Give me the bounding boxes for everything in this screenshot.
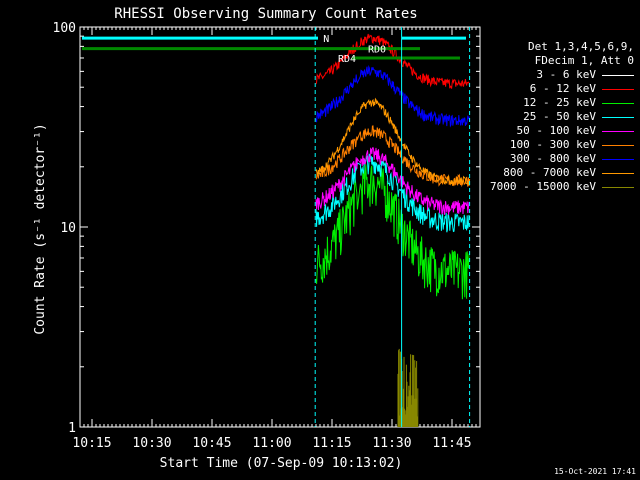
series-line: [315, 125, 471, 188]
legend-entry-label: 50 - 100 keV: [516, 124, 596, 137]
x-axis-label: Start Time (07-Sep-09 10:13:02): [160, 456, 403, 471]
annotation-layer: N RD0 RD4: [82, 27, 471, 427]
legend-entry: 50 - 100 keV: [517, 124, 634, 138]
legend-entry: 300 - 800 keV: [510, 152, 634, 166]
legend-entry-swatch: [602, 186, 634, 188]
legend-header: Det 1,3,4,5,6,9,: [528, 40, 634, 53]
legend-entry: 800 - 7000 keV: [503, 166, 634, 180]
rd4-label: RD4: [338, 54, 356, 65]
saa-label: N: [323, 34, 329, 45]
x-tick-label: 10:15: [72, 436, 111, 451]
legend-entry: 12 - 25 keV: [523, 96, 634, 110]
legend-entry-swatch: [602, 172, 634, 174]
x-tick-label: 11:45: [432, 436, 471, 451]
series-line: [315, 64, 471, 128]
y-tick-label: 100: [53, 21, 76, 36]
legend-header: FDecim 1, Att 0: [534, 54, 634, 67]
series-line: [315, 144, 471, 254]
rd0-label: RD0: [368, 45, 386, 56]
series-layer: [315, 33, 471, 427]
legend-entry-label: 800 - 7000 keV: [503, 166, 596, 179]
legend-entry-swatch: [602, 88, 634, 90]
legend-entry-label: 12 - 25 keV: [523, 96, 596, 109]
y-tick-label: 1: [68, 421, 76, 436]
series-line: [315, 33, 471, 89]
series-line: [315, 146, 471, 216]
legend-entry-label: 3 - 6 keV: [536, 68, 596, 81]
legend-entry-swatch: [602, 102, 634, 104]
legend-entry-swatch: [602, 158, 634, 160]
legend-entry-label: 6 - 12 keV: [529, 82, 596, 95]
legend-entry-swatch: [602, 130, 634, 132]
legend-entry-label: 300 - 800 keV: [509, 152, 596, 165]
legend-entry: 6 - 12 keV: [530, 82, 634, 96]
series-line: [315, 164, 471, 300]
footer-timestamp: 15-Oct-2021 17:41: [554, 467, 636, 476]
legend-entry: 7000 - 15000 keV: [490, 180, 634, 194]
legend-entry: 3 - 6 keV: [536, 68, 634, 82]
chart-title: RHESSI Observing Summary Count Rates: [114, 6, 417, 22]
legend-entry-swatch: [602, 116, 634, 118]
x-tick-label: 11:00: [252, 436, 291, 451]
axes: 1 10 100 10:15 10:30 10:45 11:00 11:15 11:30 11:4…: [53, 21, 481, 451]
x-tick-label: 10:45: [192, 436, 231, 451]
legend-entry-label: 7000 - 15000 keV: [490, 180, 596, 193]
x-tick-label: 11:30: [372, 436, 411, 451]
legend-entry-swatch: [602, 144, 634, 146]
series-line: [315, 97, 471, 187]
y-tick-label: 10: [60, 221, 76, 236]
legend-entry-label: 25 - 50 keV: [523, 110, 596, 123]
x-tick-label: 10:30: [132, 436, 171, 451]
legend-entry-swatch: [602, 74, 634, 76]
x-tick-label: 11:15: [312, 436, 351, 451]
legend-entry: 100 - 300 keV: [510, 138, 634, 152]
legend-entry-label: 100 - 300 keV: [509, 138, 596, 151]
y-axis-label: Count Rate (s⁻¹ detector⁻¹): [33, 123, 48, 334]
legend-entry: 25 - 50 keV: [523, 110, 634, 124]
